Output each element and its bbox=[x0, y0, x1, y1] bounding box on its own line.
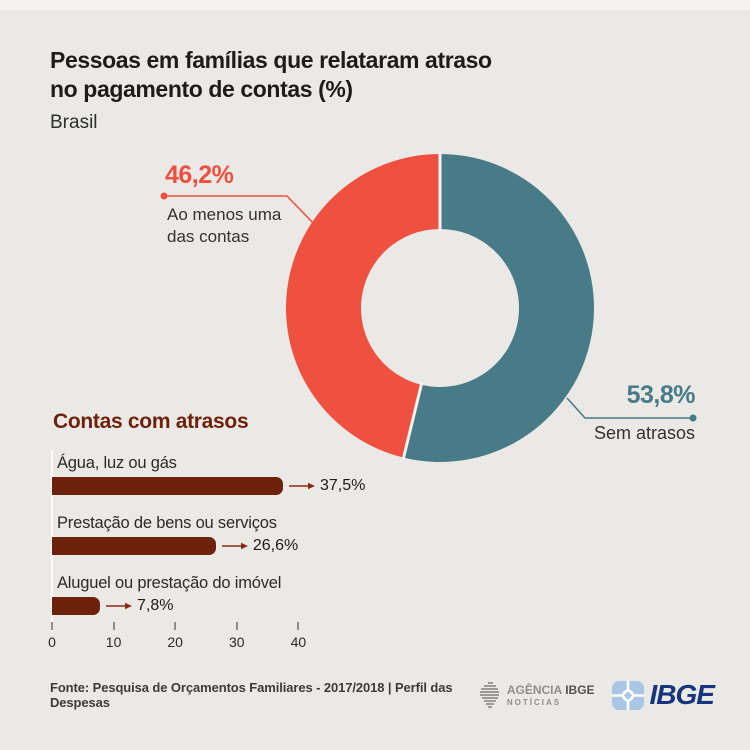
bar-label: Prestação de bens ou serviços bbox=[57, 514, 277, 532]
brazil-map-icon bbox=[479, 681, 499, 708]
donut-slice-ao-menos-uma-das-contas bbox=[285, 154, 440, 458]
x-axis-tick-label: 40 bbox=[290, 634, 307, 650]
bar-line: 37,5% bbox=[52, 477, 472, 495]
callout-dot-red bbox=[160, 192, 168, 200]
bar bbox=[52, 477, 283, 495]
x-axis-tick bbox=[112, 622, 115, 630]
donut-value-teal: 53,8% bbox=[626, 381, 696, 409]
agencia-label: AGÊNCIA bbox=[506, 682, 563, 697]
arrow-right-icon bbox=[289, 482, 315, 490]
donut-value-red-main: 46,2% bbox=[165, 161, 234, 189]
bar bbox=[52, 537, 216, 555]
x-axis-tick-label: 10 bbox=[105, 634, 122, 650]
bar-line: 7,8% bbox=[52, 597, 472, 615]
page-title-line2: no pagamento de contas (%) bbox=[50, 76, 353, 102]
source-note: Fonte: Pesquisa de Orçamentos Familiares… bbox=[50, 680, 453, 710]
x-axis-tick-label: 30 bbox=[229, 634, 245, 650]
agencia-noticias-label: NOTÍCIAS bbox=[506, 697, 562, 707]
bar-chart: Água, luz ou gás 37,5% Prestação de bens o… bbox=[52, 453, 472, 633]
bar-value-label: 26,6% bbox=[252, 537, 299, 554]
arrow-right-icon bbox=[221, 542, 248, 550]
page-title: Pessoas em famílias que relataram atraso… bbox=[50, 46, 492, 104]
page-title-line1: Pessoas em famílias que relataram atraso bbox=[50, 47, 492, 73]
top-strip bbox=[0, 0, 750, 10]
agencia-ibge-logo: AGÊNCIA IBGE NOTÍCIAS bbox=[479, 681, 595, 709]
ibge-logo: IBGE bbox=[611, 679, 715, 711]
arrow-right-icon bbox=[106, 602, 133, 610]
donut-slice-sem-atrasos bbox=[403, 154, 594, 462]
bar-label: Aluguel ou prestação do imóvel bbox=[57, 574, 282, 592]
donut-chart bbox=[285, 152, 594, 462]
x-axis-tick-label: 0 bbox=[48, 634, 56, 650]
ibge-icon bbox=[611, 680, 644, 710]
x-axis-tick bbox=[297, 622, 300, 630]
agencia-ibge-text: AGÊNCIA IBGE NOTÍCIAS bbox=[507, 684, 595, 707]
bar-value-label: 37,5% bbox=[320, 477, 366, 494]
donut-slice-separator bbox=[401, 382, 424, 460]
bar-row: Aluguel ou prestação do imóvel 7,8% bbox=[52, 573, 472, 615]
x-axis-tick bbox=[51, 622, 53, 630]
page-subtitle: Brasil bbox=[50, 112, 98, 133]
footer: Fonte: Pesquisa de Orçamentos Familiares… bbox=[50, 674, 715, 716]
x-axis-tick bbox=[235, 622, 238, 630]
donut-label-teal: Sem atrasos bbox=[593, 423, 695, 443]
x-axis-tick-label: 20 bbox=[167, 634, 183, 650]
bar-label: Água, luz ou gás bbox=[57, 454, 177, 472]
bar-chart-title: Contas com atrasos bbox=[53, 410, 249, 433]
bar bbox=[52, 597, 101, 615]
donut-label-red-line1: Ao menos uma bbox=[167, 205, 282, 224]
ibge-wordmark: IBGE bbox=[649, 679, 715, 710]
bar-row: Prestação de bens ou serviços 26,6% bbox=[52, 513, 472, 555]
bar-chart-x-axis: 0 10 20 30 40 bbox=[48, 622, 312, 650]
bar-line: 26,6% bbox=[52, 537, 472, 555]
agencia-ibge-label: IBGE bbox=[565, 682, 595, 697]
donut-label-red-line2: das contas bbox=[167, 227, 250, 246]
callout-dot-teal bbox=[689, 414, 697, 422]
bar-value-label: 7,8% bbox=[137, 597, 174, 614]
donut-label-red: Ao menos uma das contas bbox=[167, 204, 281, 248]
x-axis-tick bbox=[174, 622, 177, 630]
logos: AGÊNCIA IBGE NOTÍCIAS IBGE bbox=[479, 679, 715, 711]
bar-row: Água, luz ou gás 37,5% bbox=[52, 453, 472, 495]
